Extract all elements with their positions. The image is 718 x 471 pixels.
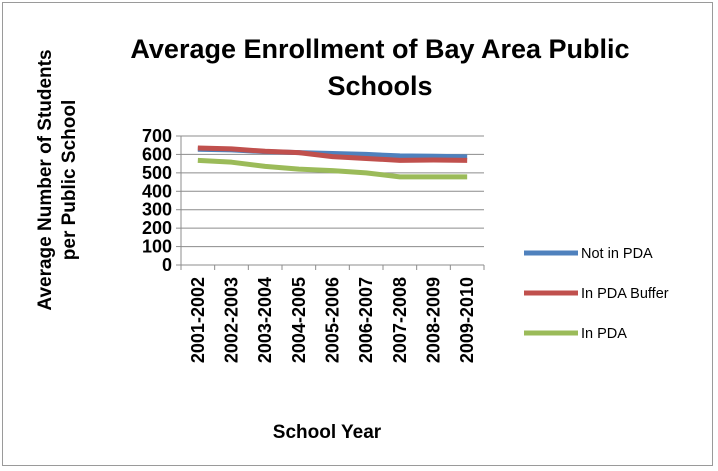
y-tick-label: 0 (162, 255, 172, 275)
x-tick-label: 2006-2007 (356, 277, 376, 363)
legend: Not in PDA In PDA Buffer In PDA (524, 246, 669, 342)
x-tick-label: 2001-2002 (188, 277, 208, 363)
y-axis-title-line-1: Average Number of Students (35, 49, 56, 310)
chart-title-line-2: Schools (327, 71, 432, 101)
chart-frame (2, 2, 713, 466)
x-tick-label: 2009-2010 (457, 277, 477, 363)
y-tick-label: 100 (142, 237, 172, 257)
x-axis-title: School Year (273, 422, 382, 443)
y-axis-title: Average Number of Students (35, 49, 56, 310)
x-tick-labels: 2001-2002 2002-2003 2003-2004 2004-2005 2005… (188, 277, 477, 363)
chart-title-line-1: Average Enrollment of Bay Area Public (130, 34, 629, 64)
series-lines (197, 145, 468, 180)
x-tick-label: 2004-2005 (289, 277, 309, 363)
series-line-1 (197, 145, 468, 163)
y-tick-label: 200 (142, 218, 172, 238)
series-line-2 (197, 157, 468, 180)
y-axis-title-2: per Public School (59, 100, 80, 260)
legend-label-0: Not in PDA (581, 246, 653, 262)
x-tick-label: 2008-2009 (424, 277, 444, 363)
y-tick-label: 400 (142, 181, 172, 201)
y-axis-title-line-2: per Public School (59, 100, 80, 260)
legend-label-2: In PDA (581, 326, 627, 342)
x-tick-label: 2007-2008 (390, 277, 410, 363)
y-tick-label: 300 (142, 200, 172, 220)
x-tick-label: 2003-2004 (255, 277, 275, 363)
y-tick-label: 600 (142, 144, 172, 164)
x-tick-label: 2002-2003 (222, 277, 242, 363)
y-tick-label: 700 (142, 126, 172, 146)
legend-label-1: In PDA Buffer (581, 286, 669, 302)
x-tick-label: 2005-2006 (323, 277, 343, 363)
y-tick-label: 500 (142, 163, 172, 183)
